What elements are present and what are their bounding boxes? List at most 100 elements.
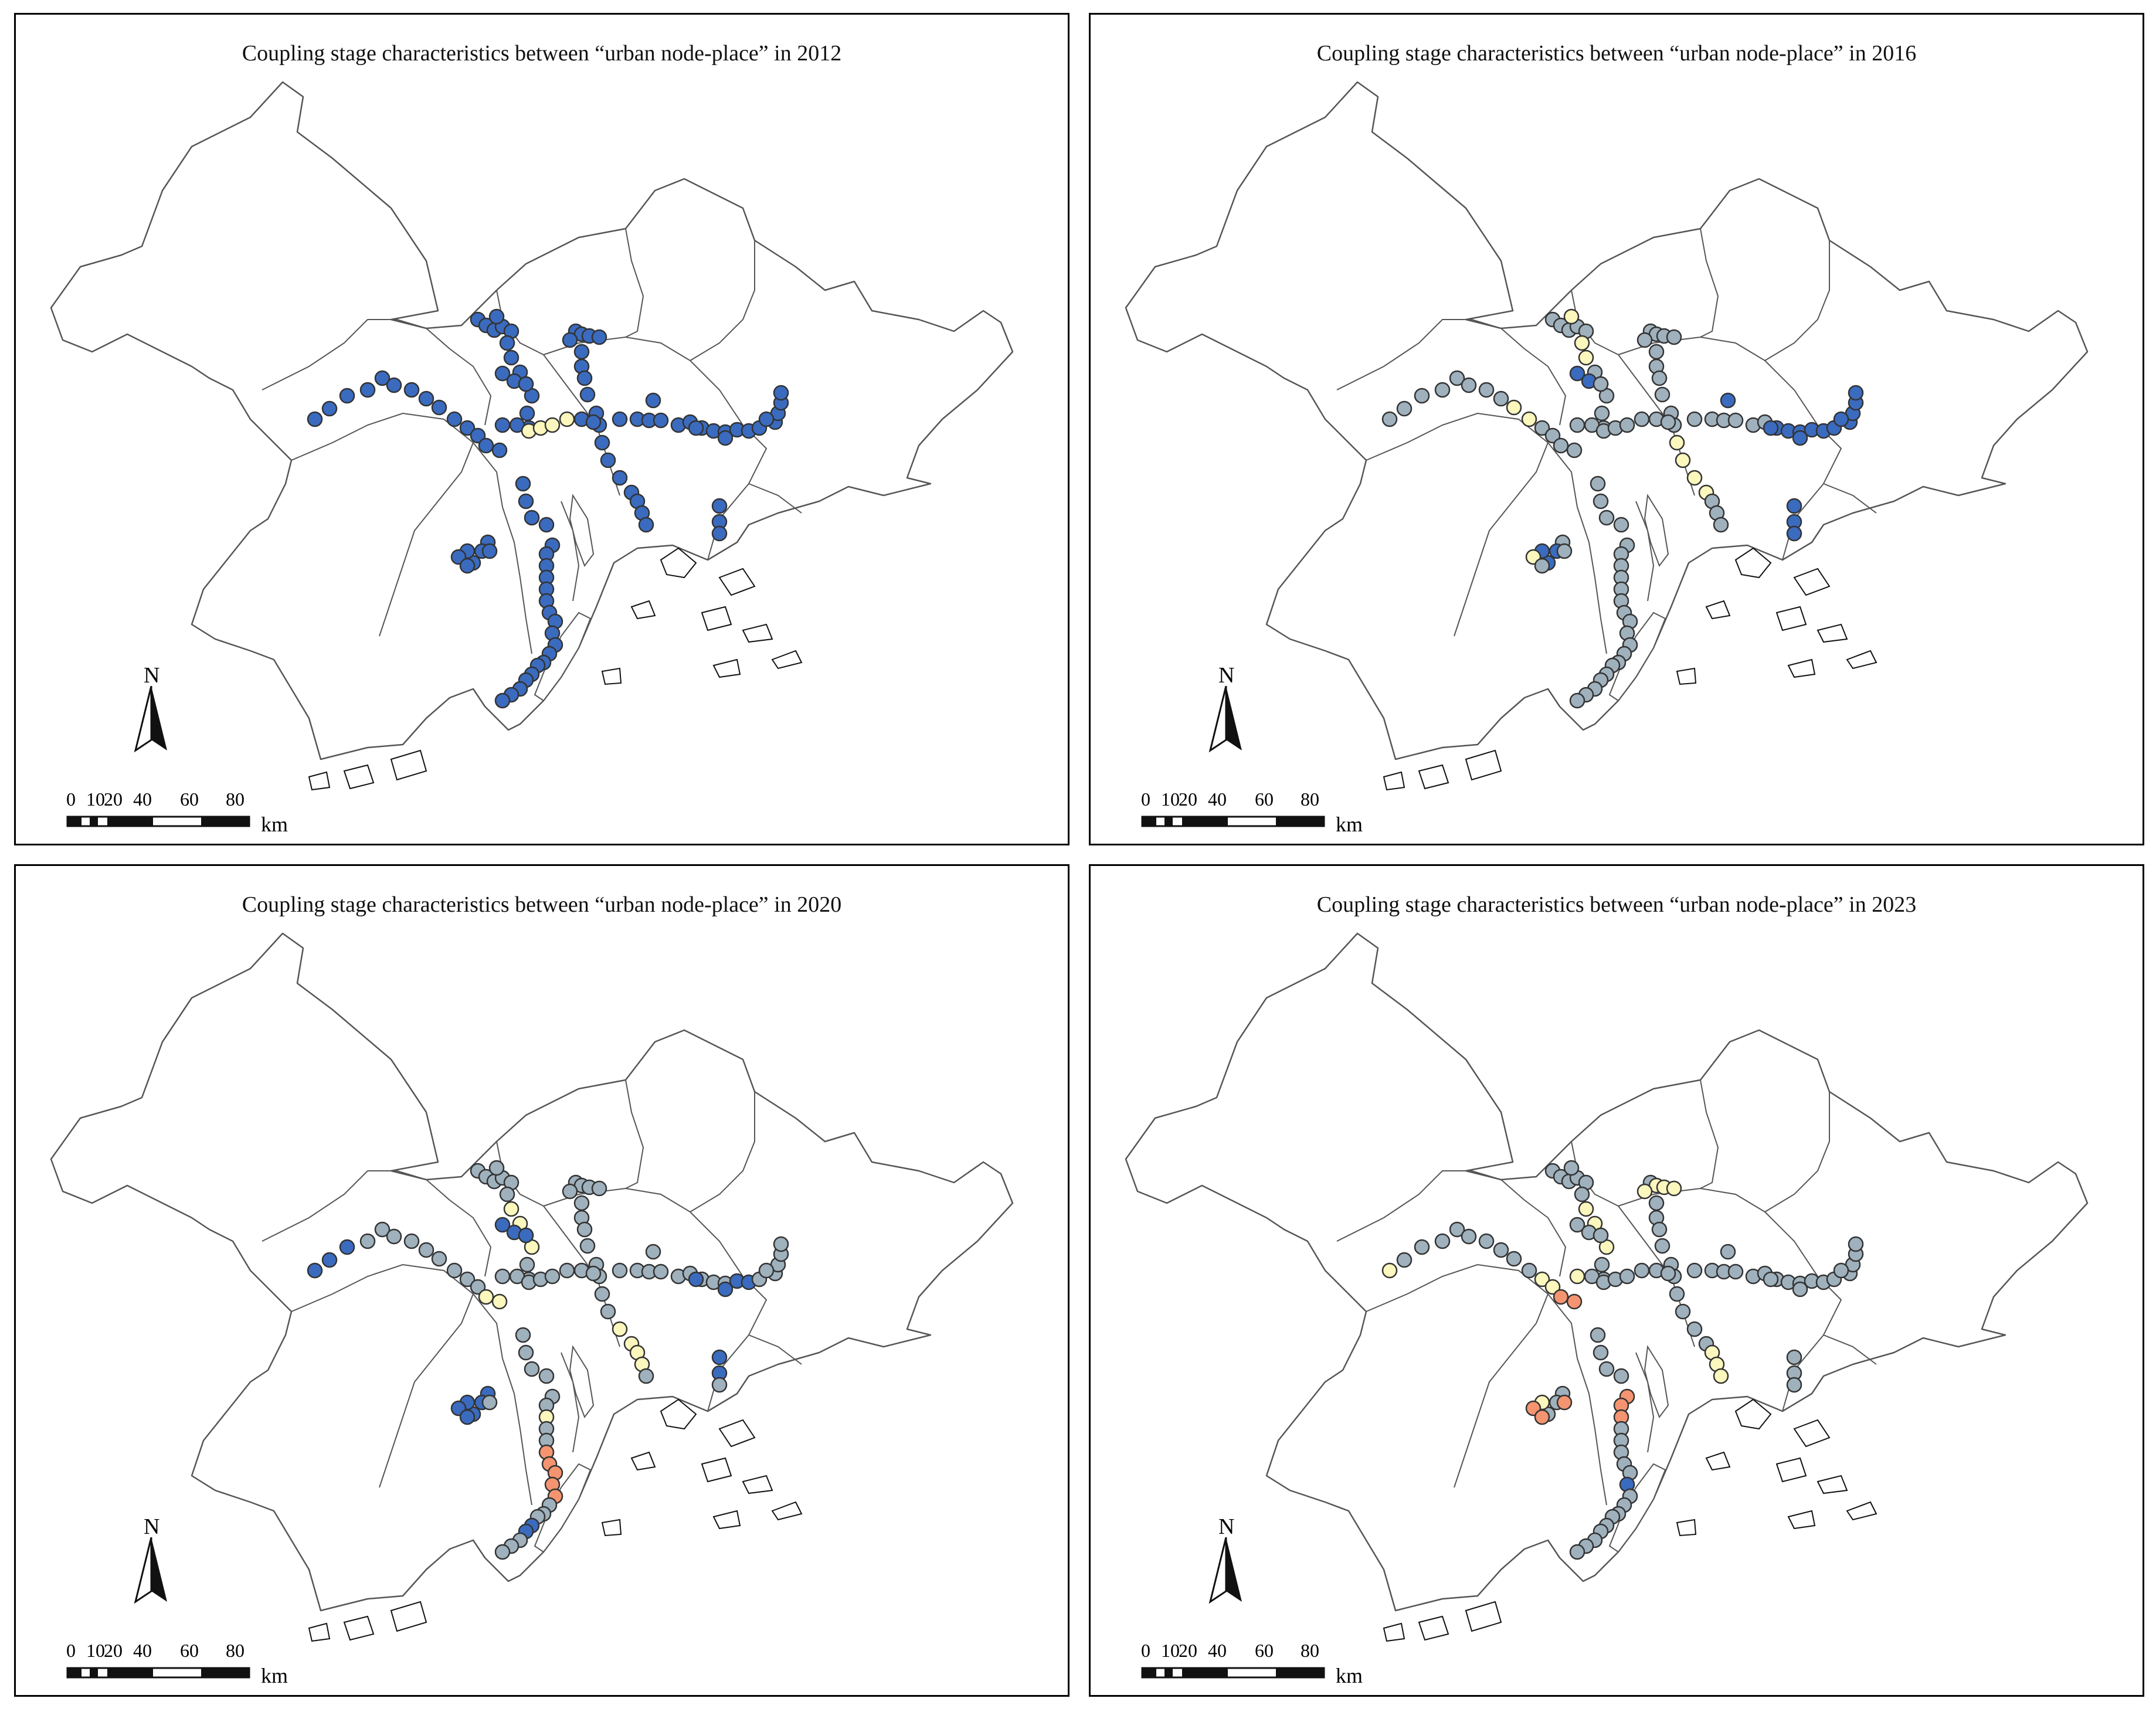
station-point (519, 1256, 535, 1273)
station-point (524, 1361, 540, 1377)
north-label: N (144, 663, 160, 688)
station-point (1792, 430, 1808, 446)
station-point (1648, 344, 1665, 360)
station-point (1848, 385, 1864, 401)
station-point (1675, 452, 1691, 468)
station-point (307, 1262, 323, 1279)
station-point (1590, 1327, 1606, 1343)
station-point (494, 417, 511, 433)
station-point (518, 493, 534, 509)
station-point (1660, 414, 1676, 430)
station-point (1493, 1242, 1509, 1258)
station-point (1574, 335, 1590, 351)
station-point (1381, 411, 1398, 427)
station-point (1434, 1233, 1451, 1249)
scale-tick-label: 10 (1161, 789, 1180, 810)
station-point (459, 420, 476, 436)
island (1787, 658, 1816, 678)
station-point (538, 1368, 555, 1384)
island (1787, 1510, 1816, 1530)
station-point (481, 1394, 498, 1411)
station-point (1449, 370, 1465, 386)
station-point (1534, 1409, 1550, 1425)
north-arrow-icon: N (131, 1514, 172, 1604)
station-point (1590, 475, 1606, 492)
station-point (494, 1544, 511, 1560)
station-point (1566, 442, 1583, 458)
station-point (573, 344, 590, 360)
station-point (612, 470, 628, 486)
station-point (1569, 692, 1585, 709)
station-point (499, 335, 515, 351)
station-point (1720, 392, 1736, 409)
estuary (1608, 1463, 1666, 1553)
gba-map (50, 81, 1014, 791)
island (712, 658, 741, 678)
panel-title: Coupling stage characteristics between “… (242, 41, 842, 66)
station-point (446, 1262, 463, 1279)
station-point (653, 412, 669, 429)
station-point (1666, 329, 1682, 345)
station-point (403, 382, 420, 398)
island (1817, 1475, 1848, 1494)
station-point (1569, 1544, 1585, 1560)
station-point (518, 376, 534, 392)
city-boundary (1500, 328, 1567, 426)
island (718, 1419, 756, 1448)
station-point (386, 1228, 402, 1245)
island (718, 568, 756, 596)
island (630, 1451, 656, 1471)
station-point (1651, 370, 1668, 386)
island (701, 606, 732, 631)
island (1734, 1398, 1772, 1430)
station-point (1613, 517, 1629, 533)
island (742, 623, 773, 643)
station-point (488, 308, 505, 325)
station-point (1534, 1271, 1550, 1288)
island (1676, 1519, 1697, 1537)
island (1383, 771, 1405, 791)
city-boundary (1635, 501, 1655, 602)
station-point (1763, 420, 1779, 436)
city-boundary (426, 328, 492, 426)
station-point (459, 1409, 476, 1425)
estuary (569, 1345, 595, 1419)
station-point (1619, 1268, 1635, 1285)
station-point (1506, 399, 1522, 416)
station-point (503, 349, 520, 366)
station-point (773, 385, 789, 401)
station-point (1686, 1321, 1703, 1337)
island (771, 1501, 803, 1521)
gba-boundary (50, 81, 1014, 760)
city-boundary (1764, 240, 1830, 361)
station-point (1763, 1271, 1779, 1288)
station-point (1449, 1221, 1465, 1238)
station-point (711, 498, 728, 514)
station-point (1563, 308, 1580, 325)
station-point (1414, 388, 1430, 404)
city-boundary (1366, 1263, 1578, 1359)
station-point (1833, 411, 1849, 427)
north-arrow-icon: N (1206, 1514, 1247, 1604)
station-point (711, 1377, 728, 1393)
city-boundary (1635, 1352, 1655, 1453)
city-boundary (426, 1179, 492, 1277)
gba-boundary (1125, 81, 2089, 760)
station-point (339, 388, 355, 404)
station-point (494, 1268, 511, 1285)
city-boundary (1454, 1293, 1549, 1488)
city-boundary (1823, 1334, 1877, 1365)
station-point (1396, 1252, 1413, 1268)
station-point (1521, 1262, 1537, 1279)
station-point (1594, 405, 1610, 422)
panel-title: Coupling stage characteristics between “… (1316, 41, 1917, 66)
station-point (1833, 1262, 1849, 1279)
station-point (478, 1289, 494, 1305)
station-point (1544, 427, 1561, 444)
station-point (1669, 1286, 1685, 1302)
island (308, 771, 331, 791)
station-point (1727, 412, 1744, 429)
city-boundary (561, 1352, 580, 1453)
city-boundary (502, 507, 532, 654)
station-point (1521, 411, 1537, 427)
